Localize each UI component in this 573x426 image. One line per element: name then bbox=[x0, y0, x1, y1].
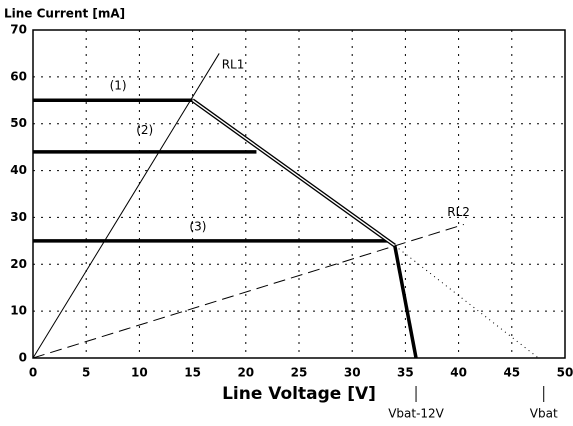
y-tick-label: 70 bbox=[10, 23, 27, 37]
series-label: (1) bbox=[110, 79, 127, 93]
x-tick-label: 40 bbox=[450, 366, 467, 380]
x-tick-label: 45 bbox=[503, 366, 520, 380]
x-tick-label: 10 bbox=[131, 366, 148, 380]
series-label: RL1 bbox=[222, 58, 245, 72]
x-tick-label: 5 bbox=[82, 366, 90, 380]
x-tick-label: 25 bbox=[291, 366, 308, 380]
y-axis-label: Line Current [mA] bbox=[4, 7, 125, 21]
y-tick-label: 50 bbox=[10, 116, 27, 130]
series-label: (2) bbox=[136, 123, 153, 137]
series-line bbox=[393, 245, 418, 359]
x-tick-label: 15 bbox=[184, 366, 201, 380]
series-label: RL2 bbox=[447, 205, 470, 219]
series-line bbox=[32, 223, 465, 359]
series-line bbox=[394, 245, 539, 359]
x-tick-label: 20 bbox=[237, 366, 254, 380]
x-tick-label: 0 bbox=[29, 366, 37, 380]
x-marker-label: Vbat-12V bbox=[388, 407, 444, 421]
x-axis-label: Line Voltage [V] bbox=[222, 384, 376, 404]
y-tick-label: 20 bbox=[10, 257, 27, 271]
series-line bbox=[32, 53, 220, 359]
x-tick-label: 50 bbox=[557, 366, 573, 380]
x-marker-label: Vbat bbox=[530, 407, 558, 421]
y-tick-label: 40 bbox=[10, 163, 27, 177]
y-tick-label: 60 bbox=[10, 69, 27, 83]
series-line-inner bbox=[192, 99, 396, 247]
series-label: (3) bbox=[189, 219, 206, 233]
y-tick-label: 0 bbox=[19, 351, 27, 365]
x-tick-label: 30 bbox=[344, 366, 361, 380]
plot-frame bbox=[32, 29, 566, 359]
y-tick-label: 30 bbox=[10, 210, 27, 224]
y-tick-label: 10 bbox=[10, 304, 27, 318]
x-tick-label: 35 bbox=[397, 366, 414, 380]
